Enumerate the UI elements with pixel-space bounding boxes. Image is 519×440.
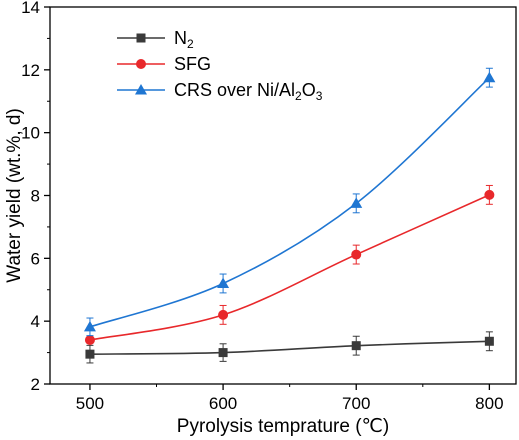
series-1 [84,184,495,346]
y-tick-label: 8 [31,187,40,206]
series-2 [83,67,496,337]
series-line [89,340,490,355]
legend-label-main: CRS over Ni/Al [174,80,295,100]
marker-square [218,348,228,358]
y-tick-label: 2 [31,375,40,394]
y-axis-label: Water yield (wt.%, d) [4,108,25,283]
marker-triangle [83,320,96,332]
legend-label-mid: O [302,80,316,100]
y-tick-label: 4 [31,312,40,331]
legend-item: N2 [117,28,194,51]
series-line [89,77,490,328]
marker-square [484,336,494,346]
x-axis-label: Pyrolysis temprature (℃) [177,416,389,437]
marker-triangle [135,84,147,95]
y-tick-label: 10 [21,124,40,143]
legend-item: CRS over Ni/Al2O3 [117,80,323,103]
y-tick-label: 12 [21,61,40,80]
legend-label: N2 [174,28,194,51]
series-0 [85,331,494,364]
x-tick-label: 800 [475,394,503,413]
series-layer [83,67,496,364]
marker-triangle [350,197,363,208]
legend-label-sub2: 3 [316,89,323,103]
marker-square [136,33,146,43]
marker-triangle [217,277,230,288]
marker-square [85,349,95,359]
marker-circle [84,335,95,346]
marker-square [351,341,361,351]
marker-circle [351,249,362,260]
legend-label-sub: 2 [295,89,302,103]
legend-label-sub: 2 [187,37,194,51]
marker-triangle [483,71,496,83]
x-tick-label: 600 [209,394,237,413]
legend-item: SFG [117,54,211,74]
series-line [89,194,490,341]
marker-circle [136,59,146,69]
y-tick-label: 6 [31,249,40,268]
marker-circle [484,189,495,200]
legend-label: CRS over Ni/Al2O3 [174,80,323,103]
x-tick-label: 700 [342,394,370,413]
legend-label-main: N [174,28,187,48]
y-tick-label: 14 [21,0,40,17]
x-tick-label: 500 [76,394,104,413]
legend-label-main: SFG [174,54,211,74]
marker-circle [218,309,229,320]
axis-layer: 2 4 6 8 10 12 14 500 600 700 800 [21,0,503,413]
legend-label: SFG [174,54,211,74]
